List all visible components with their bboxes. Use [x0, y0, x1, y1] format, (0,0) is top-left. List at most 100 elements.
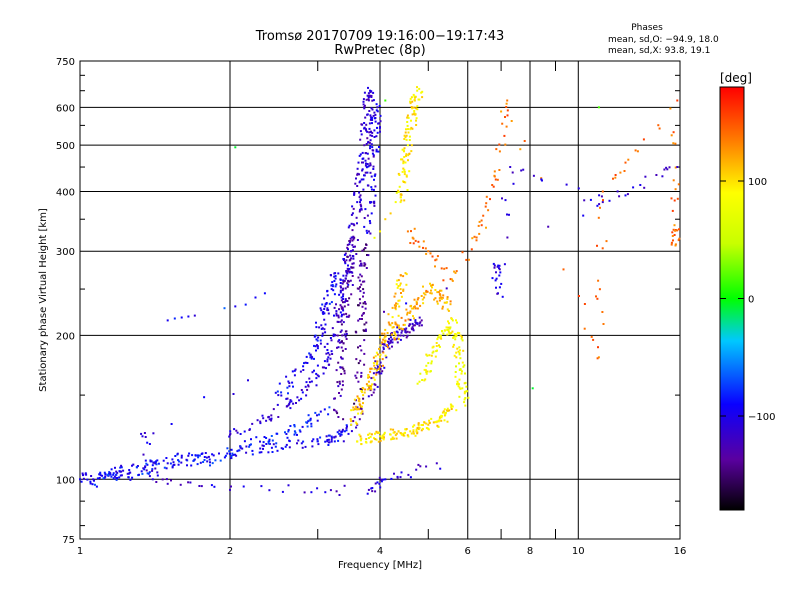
data-point [429, 292, 432, 295]
data-point [373, 437, 375, 440]
data-point [464, 381, 467, 384]
data-point [340, 356, 342, 359]
data-point [470, 248, 473, 251]
data-point [627, 158, 630, 161]
data-point [325, 367, 327, 370]
data-point [268, 438, 271, 441]
data-point [359, 439, 362, 442]
data-point [352, 257, 355, 260]
data-point [315, 384, 318, 387]
data-point [475, 239, 478, 242]
data-point [367, 157, 370, 160]
data-point [397, 279, 400, 282]
data-point [678, 237, 681, 240]
data-point [350, 213, 353, 216]
data-point [333, 440, 336, 443]
data-point [446, 296, 449, 299]
data-point [334, 285, 337, 288]
data-point [430, 360, 433, 363]
data-point [347, 264, 349, 267]
data-point [438, 293, 441, 296]
y-tick-label: 750 [56, 57, 75, 68]
data-point [250, 443, 252, 446]
data-point [144, 465, 147, 468]
data-point [446, 409, 448, 412]
data-point [369, 134, 372, 137]
data-point [632, 186, 635, 189]
data-point [497, 292, 499, 295]
data-point [140, 432, 143, 435]
data-point [262, 417, 265, 420]
data-point [352, 246, 355, 248]
data-point [341, 313, 343, 316]
data-point [235, 429, 238, 432]
data-point [676, 166, 679, 168]
data-point [391, 322, 394, 325]
data-point [410, 96, 413, 99]
data-point [364, 171, 367, 174]
data-point [367, 395, 370, 398]
data-point [403, 323, 406, 326]
data-point [396, 337, 399, 340]
data-point [445, 326, 448, 329]
data-point [324, 323, 327, 326]
data-point [452, 345, 455, 348]
data-point [321, 311, 324, 314]
data-point [671, 231, 674, 234]
data-point [323, 328, 326, 331]
data-point [86, 478, 89, 481]
data-point [421, 379, 424, 381]
data-point [676, 99, 679, 102]
data-point [370, 433, 373, 436]
data-point [351, 284, 354, 286]
data-point [596, 357, 599, 360]
data-point [415, 303, 418, 306]
data-point [498, 274, 501, 277]
data-point [239, 433, 242, 435]
data-point [147, 472, 150, 475]
data-point [368, 94, 371, 97]
data-point [364, 164, 367, 167]
data-point [280, 394, 283, 397]
data-point [412, 432, 415, 435]
data-point [330, 284, 333, 287]
data-point [406, 330, 409, 333]
data-point [384, 340, 387, 342]
data-point [351, 229, 354, 232]
data-point [410, 106, 413, 108]
data-point [320, 324, 323, 327]
data-point [420, 319, 423, 322]
data-point [294, 431, 297, 434]
data-point [371, 490, 374, 493]
data-point [338, 293, 341, 296]
data-point [379, 439, 382, 442]
data-point [370, 143, 373, 146]
data-point [602, 323, 605, 325]
data-point [363, 225, 366, 228]
data-point [293, 430, 296, 433]
data-point [229, 430, 232, 433]
data-point [397, 190, 400, 193]
data-point [423, 421, 426, 424]
data-point [410, 307, 413, 310]
data-point [305, 355, 308, 358]
data-point [418, 245, 421, 248]
data-point [461, 387, 464, 390]
data-point [307, 420, 310, 423]
data-point [230, 454, 233, 457]
data-point [389, 336, 392, 339]
data-point [402, 288, 405, 291]
data-point [429, 370, 432, 373]
data-point [496, 178, 499, 181]
data-point [595, 295, 597, 298]
data-point [402, 434, 405, 437]
data-point [359, 203, 362, 206]
data-point [444, 413, 447, 416]
data-point [379, 368, 382, 370]
data-point [410, 432, 413, 435]
data-point [343, 301, 346, 304]
data-point [376, 365, 379, 368]
data-point [340, 357, 343, 360]
data-point [455, 319, 457, 322]
data-point [415, 119, 417, 122]
